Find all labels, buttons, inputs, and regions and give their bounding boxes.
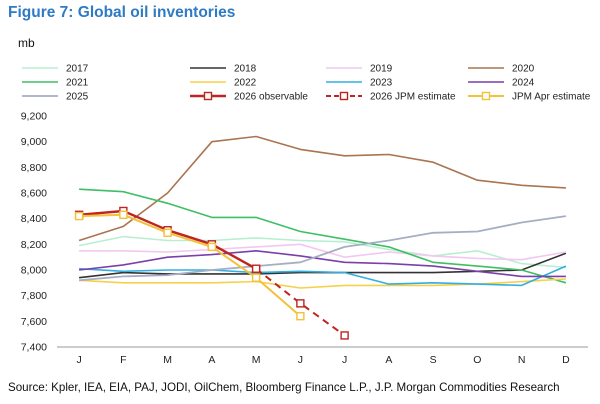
legend-label: 2024 [512,78,535,89]
x-tick-label: O [473,354,481,366]
y-tick-label: 9,200 [21,111,47,123]
data-point [74,211,84,221]
x-tick-label: S [430,354,437,366]
figure-title: Figure 7: Global oil inventories [8,4,236,21]
legend-label: 2017 [66,64,89,75]
chart-axes: 9,200 9,000 8,800 8,600 8,400 8,200 8,000 7,800… [21,111,588,366]
legend-label: 2026 observable [234,92,308,103]
legend-label: 2022 [234,78,257,89]
data-point [207,242,217,252]
y-tick-label: 8,800 [21,162,47,174]
x-tick-label: J [298,354,303,366]
data-point [251,273,261,282]
source-note: Source: Kpler, IEA, EIA, PAJ, JODI, OilC… [8,381,560,394]
legend-marker [203,91,213,101]
y-tick-label: 8,000 [21,265,47,277]
x-tick-label: F [120,354,126,366]
x-tick-label: A [208,354,215,366]
series-line [79,213,302,317]
y-tick-label: 8,200 [21,239,47,251]
series-line [79,252,567,279]
series-line [78,135,566,242]
series-jpm-apr-estimate [74,210,305,321]
series-2026-jpm-estimate [251,264,349,340]
legend-item-2022: 2022 [190,78,257,89]
series-2025 [79,215,567,282]
chart-legend: 2017 2018 2019 2020 2021 2022 2023 2024 2025 2026… [22,64,591,103]
legend-item-2021: 2021 [22,78,89,89]
y-tick-label: 9,000 [21,136,47,148]
x-tick-label: J [77,354,82,366]
legend-item-2025: 2025 [22,92,89,103]
legend-item-2020: 2020 [468,64,535,75]
data-point [119,210,128,220]
series-line [79,243,567,261]
y-tick-label: 7,400 [21,342,47,354]
x-tick-label: M [252,354,261,366]
legend-label: 2026 JPM estimate [370,92,456,103]
legend-item-2023: 2023 [326,78,393,89]
legend-item-2017: 2017 [22,64,89,75]
data-point [296,299,305,308]
legend-item-2026-observable: 2026 observable [190,92,308,103]
series-2018 [79,252,567,279]
series-line [79,265,567,287]
data-point [296,312,305,321]
legend-marker [339,91,349,101]
series-line [79,215,567,282]
series-line [79,188,567,284]
series-line [79,278,566,289]
legend-item-2026-jpm-estimate: 2026 JPM estimate [326,92,456,103]
legend-label: JPM Apr estimate [512,92,591,103]
y-tick-label: 8,400 [21,213,47,225]
x-tick-label: J [342,354,347,366]
series-2023 [79,265,567,287]
legend-label: 2025 [66,92,89,103]
series-line [79,250,566,278]
legend-label: 2020 [512,64,535,75]
series-line [255,267,346,337]
data-point [340,331,349,340]
x-tick-label: M [163,354,172,366]
legend-label: 2023 [370,78,393,89]
chart-series [74,135,567,340]
series-2022 [79,278,566,289]
data-point [251,264,261,273]
x-tick-label: N [518,354,526,366]
data-point [163,228,172,237]
legend-label: 2021 [66,78,89,89]
y-tick-label: 7,800 [21,290,47,302]
legend-item-2024: 2024 [468,78,535,89]
legend-marker [481,91,491,101]
legend-item-2019: 2019 [326,64,393,75]
x-tick-label: D [562,354,570,366]
series-line [78,235,566,269]
legend-item-2018: 2018 [190,64,257,75]
x-tick-label: A [385,354,392,366]
series-2024 [79,250,566,278]
y-tick-label: 8,600 [21,188,47,200]
y-axis-unit-label: mb [18,36,35,50]
legend-item-jpm-apr-estimate: JPM Apr estimate [468,92,591,103]
series-2020 [78,135,566,242]
series-2019 [79,243,567,261]
series-2021 [79,188,567,284]
series-2017 [78,235,566,269]
y-tick-label: 7,600 [21,316,47,328]
legend-label: 2019 [370,64,393,75]
legend-label: 2018 [234,64,257,75]
